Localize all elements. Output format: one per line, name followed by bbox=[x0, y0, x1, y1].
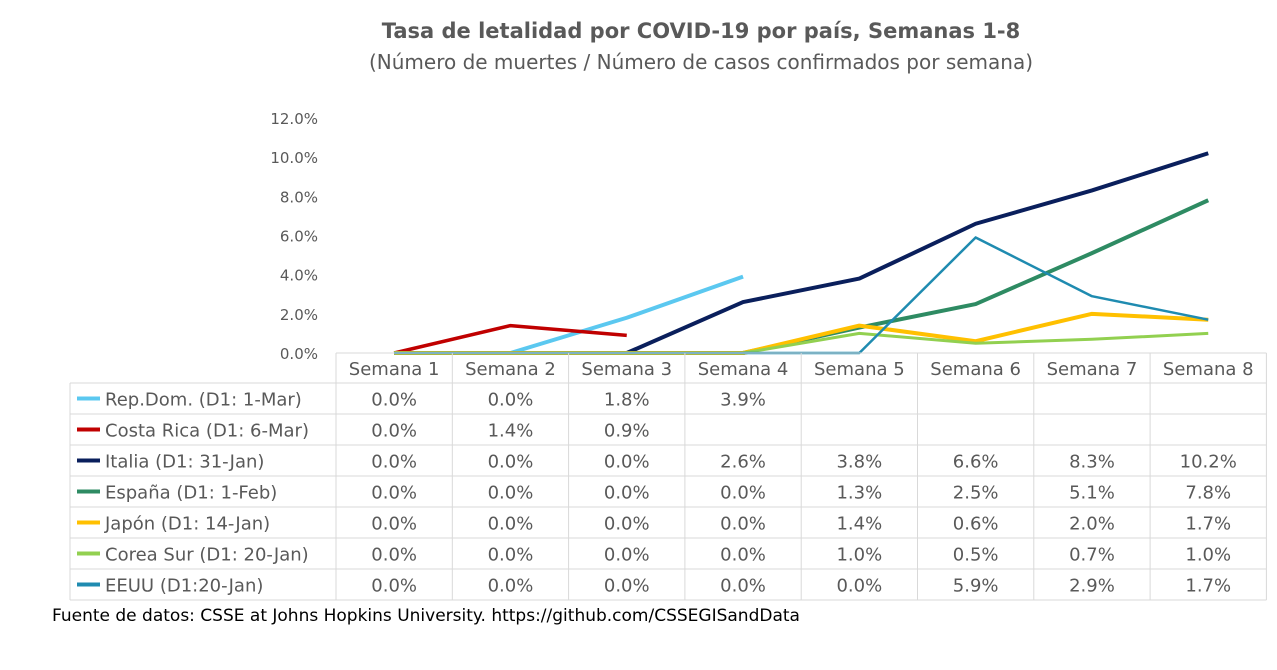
x-tick-label: Semana 4 bbox=[698, 359, 789, 380]
data-label: 0.0% bbox=[720, 514, 766, 535]
legend-label-1: Costa Rica (D1: 6-Mar) bbox=[105, 421, 309, 442]
data-label: 0.0% bbox=[488, 483, 534, 504]
data-label: 0.0% bbox=[488, 545, 534, 566]
data-label: 2.5% bbox=[953, 483, 999, 504]
x-tick-label: Semana 5 bbox=[814, 359, 905, 380]
data-label: 1.0% bbox=[1185, 545, 1231, 566]
x-tick-label: Semana 8 bbox=[1163, 359, 1254, 380]
data-label: 6.6% bbox=[953, 452, 999, 473]
data-label: 3.8% bbox=[836, 452, 882, 473]
y-tick-label: 8.0% bbox=[280, 188, 318, 206]
x-tick-label: Semana 2 bbox=[465, 359, 556, 380]
data-label: 2.9% bbox=[1069, 576, 1115, 597]
data-label: 0.0% bbox=[720, 545, 766, 566]
data-label: 7.8% bbox=[1185, 483, 1231, 504]
y-tick-label: 4.0% bbox=[280, 267, 318, 285]
data-label: 3.9% bbox=[720, 390, 766, 411]
series-line-2 bbox=[394, 151, 1209, 355]
legend-label-3: España (D1: 1-Feb) bbox=[105, 483, 277, 504]
data-label: 0.0% bbox=[604, 514, 650, 535]
data-label: 0.9% bbox=[604, 421, 650, 442]
data-label: 0.0% bbox=[488, 452, 534, 473]
legend-label-0: Rep.Dom. (D1: 1-Mar) bbox=[105, 390, 302, 411]
data-label: 1.7% bbox=[1185, 576, 1231, 597]
data-label: 0.0% bbox=[488, 514, 534, 535]
data-label: 0.0% bbox=[604, 452, 650, 473]
x-tick-label: Semana 1 bbox=[349, 359, 440, 380]
legend-label-6: EEUU (D1:20-Jan) bbox=[105, 576, 263, 597]
data-label: 1.0% bbox=[836, 545, 882, 566]
chart-title: Tasa de letalidad por COVID-19 por país,… bbox=[382, 19, 1021, 43]
data-label: 0.7% bbox=[1069, 545, 1115, 566]
y-tick-label: 6.0% bbox=[280, 228, 318, 246]
series-line-1 bbox=[393, 323, 627, 355]
data-label: 0.0% bbox=[836, 576, 882, 597]
data-label: 0.0% bbox=[604, 576, 650, 597]
data-label: 0.0% bbox=[371, 452, 417, 473]
series-line-3 bbox=[394, 198, 1210, 355]
data-label: 8.3% bbox=[1069, 452, 1115, 473]
y-axis: 0.0% 2.0% 4.0% 6.0% 8.0% 10.0% 12.0% bbox=[270, 110, 318, 363]
chart-subtitle: (Número de muertes / Número de casos con… bbox=[369, 50, 1033, 74]
data-label: 0.0% bbox=[720, 483, 766, 504]
data-table: Semana 1 Semana 2 Semana 3 Semana 4 Semana 5… bbox=[69, 352, 1267, 601]
y-tick-label: 0.0% bbox=[280, 345, 318, 363]
series-lines bbox=[393, 151, 1210, 355]
x-tick-label: Semana 3 bbox=[581, 359, 672, 380]
data-label: 0.0% bbox=[371, 421, 417, 442]
data-label: 0.0% bbox=[371, 545, 417, 566]
covid-lethality-chart: Tasa de letalidad por COVID-19 por país,… bbox=[69, 19, 1267, 601]
y-tick-label: 12.0% bbox=[270, 110, 318, 128]
legend-label-2: Italia (D1: 31-Jan) bbox=[105, 452, 264, 473]
data-label: 2.0% bbox=[1069, 514, 1115, 535]
y-tick-label: 2.0% bbox=[280, 306, 318, 324]
data-label: 0.0% bbox=[488, 390, 534, 411]
data-label: 5.1% bbox=[1069, 483, 1115, 504]
data-label: 0.0% bbox=[371, 483, 417, 504]
data-label: 5.9% bbox=[953, 576, 999, 597]
data-label: 0.0% bbox=[371, 576, 417, 597]
data-label: 0.0% bbox=[488, 576, 534, 597]
data-label: 1.4% bbox=[488, 421, 534, 442]
y-tick-label: 10.0% bbox=[270, 149, 318, 167]
x-tick-label: Semana 6 bbox=[930, 359, 1021, 380]
data-label: 10.2% bbox=[1180, 452, 1237, 473]
data-label: 0.0% bbox=[371, 390, 417, 411]
data-label: 0.6% bbox=[953, 514, 999, 535]
data-label: 1.4% bbox=[836, 514, 882, 535]
data-label: 0.0% bbox=[720, 576, 766, 597]
data-label: 1.7% bbox=[1185, 514, 1231, 535]
data-label: 1.3% bbox=[836, 483, 882, 504]
x-tick-label: Semana 7 bbox=[1047, 359, 1138, 380]
series-line-4 bbox=[394, 311, 1209, 355]
data-label: 0.0% bbox=[604, 545, 650, 566]
legend-label-4: Japón (D1: 14-Jan) bbox=[104, 514, 270, 535]
data-label: 0.5% bbox=[953, 545, 999, 566]
data-label: 0.0% bbox=[371, 514, 417, 535]
legend-label-5: Corea Sur (D1: 20-Jan) bbox=[105, 545, 309, 566]
data-label: 0.0% bbox=[604, 483, 650, 504]
source-note: Fuente de datos: CSSE at Johns Hopkins U… bbox=[52, 606, 800, 626]
data-label: 2.6% bbox=[720, 452, 766, 473]
data-label: 1.8% bbox=[604, 390, 650, 411]
